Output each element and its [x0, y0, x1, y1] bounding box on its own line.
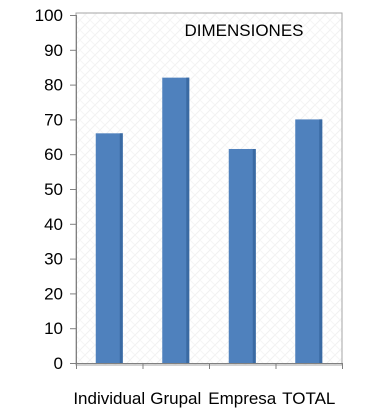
x-category-label: Grupal: [150, 389, 201, 408]
y-tick-label: 100: [35, 6, 63, 25]
y-tick-label: 40: [44, 215, 63, 234]
y-axis: 0 10 20 30 40 50 60 70 80 90 100: [35, 6, 77, 373]
y-tick-label: 60: [44, 145, 63, 164]
bar-total: [295, 119, 323, 364]
y-tick-label: 0: [54, 354, 63, 373]
x-category-label: Empresa: [208, 389, 277, 408]
bar-empresa: [228, 148, 256, 363]
bar-grupal: [162, 77, 190, 363]
y-tick-label: 20: [44, 284, 63, 303]
y-tick-label: 70: [44, 110, 63, 129]
y-tick-label: 50: [44, 180, 63, 199]
chart-title: DIMENSIONES: [184, 21, 303, 40]
y-tick-label: 10: [44, 319, 63, 338]
x-category-label: TOTAL: [282, 389, 335, 408]
bar-shade: [119, 133, 123, 363]
bar-individual: [95, 133, 123, 363]
y-tick-label: 90: [44, 41, 63, 60]
bar-shade: [186, 77, 190, 363]
y-tick-label: 30: [44, 250, 63, 269]
x-category-label: Individual: [73, 389, 145, 408]
x-axis: Individual Grupal Empresa TOTAL: [73, 363, 343, 408]
bar-shade: [252, 148, 256, 363]
bars: [95, 77, 323, 364]
y-tick-label: 80: [44, 76, 63, 95]
bar-shade: [319, 119, 323, 364]
